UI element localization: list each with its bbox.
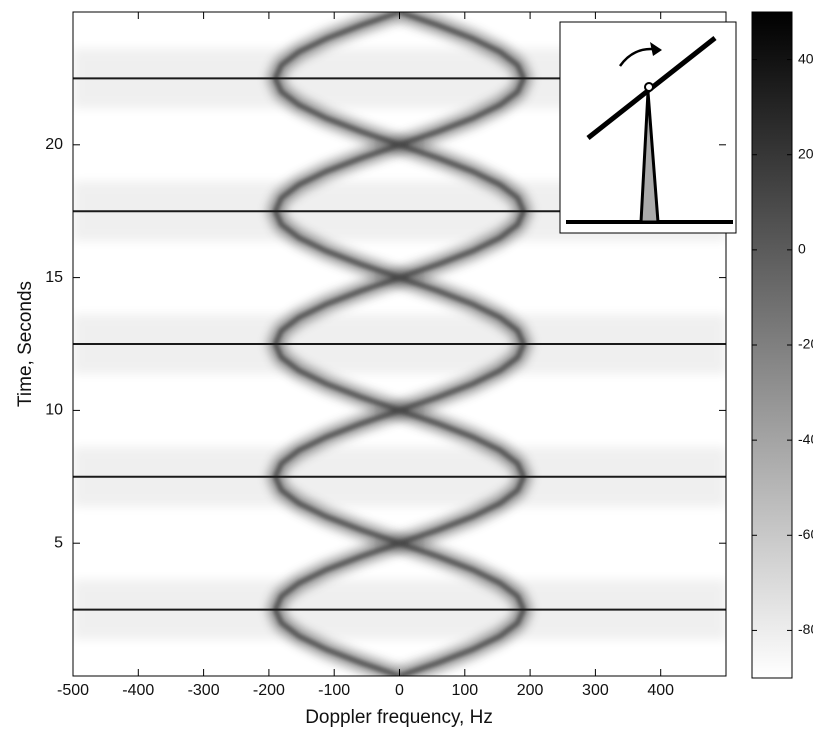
x-tick-label: -500 — [57, 682, 89, 699]
x-tick-label: 200 — [517, 682, 544, 699]
tower — [639, 91, 660, 224]
colorbar-tick-label: 40 — [798, 50, 813, 66]
x-tick-label: -300 — [188, 682, 220, 699]
colorbar-tick-label: -60 — [798, 526, 813, 542]
y-axis-title: Time, Seconds — [15, 281, 36, 407]
x-tick-label: -100 — [318, 682, 350, 699]
x-tick-label: 0 — [395, 682, 404, 699]
colorbar-tick-label: 0 — [798, 241, 806, 257]
x-tick-label: 100 — [451, 682, 478, 699]
x-tick-label: 300 — [582, 682, 609, 699]
x-tick-label: 400 — [647, 682, 674, 699]
x-tick-label: -200 — [253, 682, 285, 699]
y-tick-label: 10 — [45, 402, 63, 419]
hub — [644, 82, 654, 92]
y-tick-label: 5 — [54, 534, 63, 551]
x-tick-label: -400 — [122, 682, 154, 699]
colorbar-tick-label: -80 — [798, 621, 813, 637]
arrow-head — [650, 42, 662, 56]
inset-diagram — [559, 21, 737, 234]
colorbar-tick-label: -20 — [798, 336, 813, 352]
y-tick-label: 15 — [45, 269, 63, 286]
y-tick-label: 20 — [45, 136, 63, 153]
colorbar-tick-label: -40 — [798, 431, 813, 447]
colorbar — [751, 11, 793, 679]
colorbar-tick-label: 20 — [798, 145, 813, 161]
x-axis-title: Doppler frequency, Hz — [305, 707, 493, 728]
